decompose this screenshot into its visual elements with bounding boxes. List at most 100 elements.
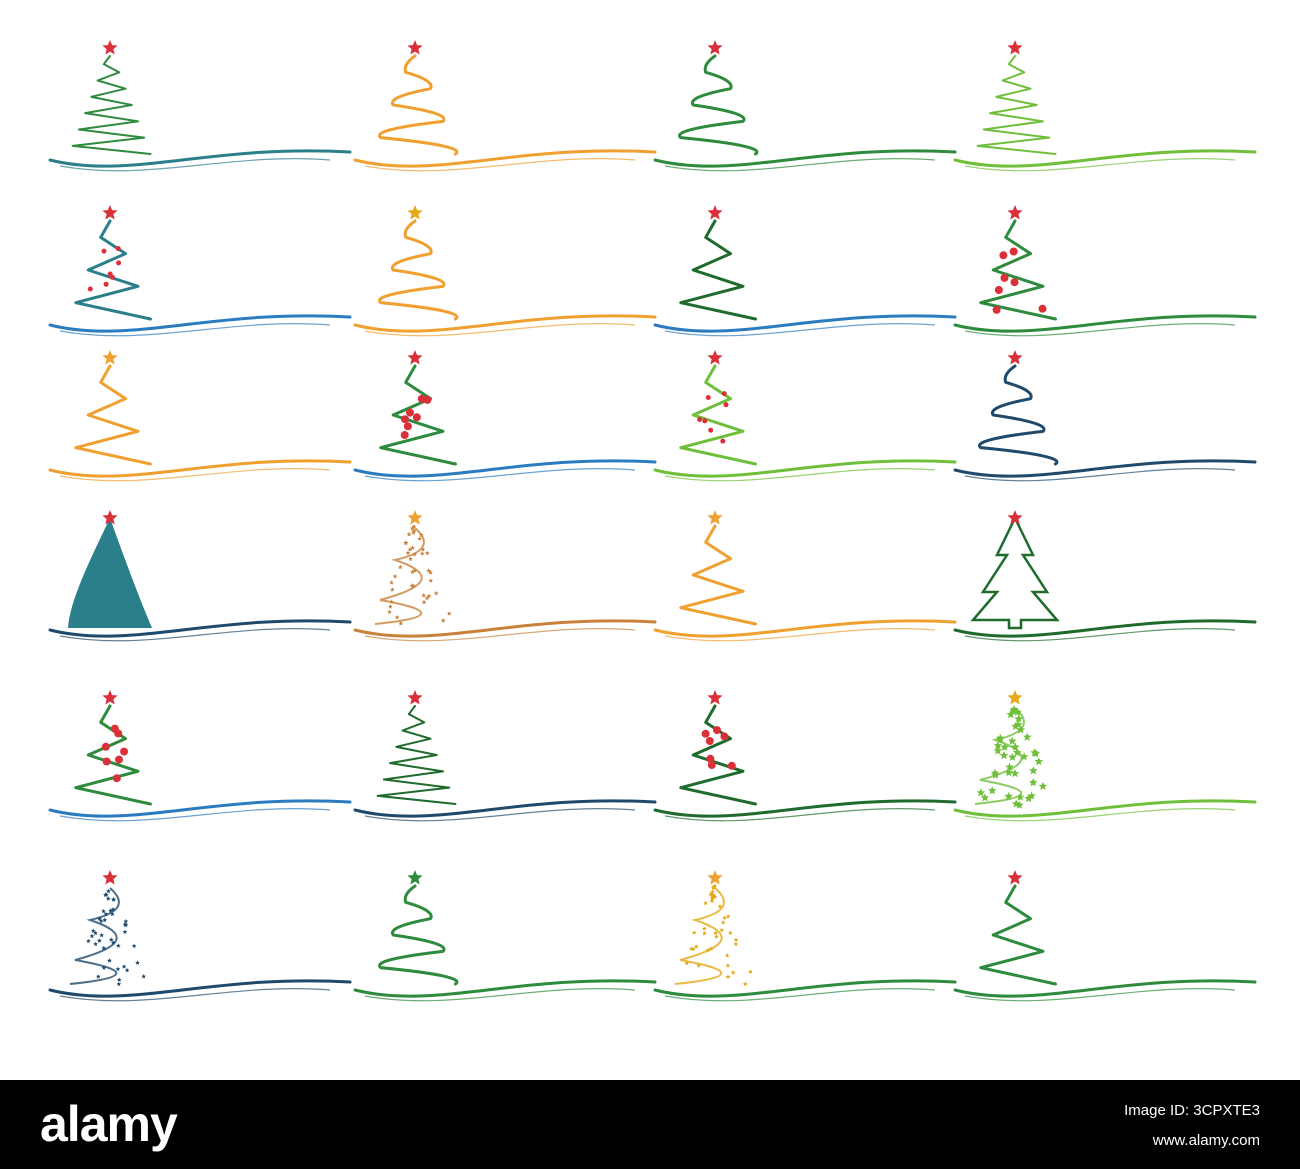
christmas-tree-illustration <box>48 205 352 337</box>
sparkle-star <box>710 895 715 900</box>
ground-wave <box>953 979 1257 998</box>
ground-wave-accent <box>59 628 331 642</box>
sparkle-star <box>93 930 98 936</box>
ornament-ball <box>112 774 121 783</box>
ground-wave <box>953 314 1257 333</box>
sparkle-star <box>408 556 413 561</box>
sparkle-star <box>1038 781 1048 790</box>
ornament-ball <box>994 286 1003 294</box>
sparkle-star <box>424 550 430 556</box>
ornament-ball <box>116 260 122 266</box>
ground-wave-accent <box>964 468 1236 482</box>
sparkle-star <box>428 570 433 575</box>
sparkle-star <box>111 897 116 902</box>
sparkle-star <box>116 981 122 987</box>
christmas-tree-illustration <box>48 40 352 172</box>
tree-top-star <box>707 40 723 55</box>
ground-wave <box>653 979 957 998</box>
sparkle-star <box>708 891 713 897</box>
tree-top-star <box>707 510 723 525</box>
ground-wave-accent <box>664 468 936 482</box>
sparkle-star <box>388 604 393 609</box>
sparkle-star <box>1008 736 1017 745</box>
tree-top-star <box>102 510 118 525</box>
ornament-ball <box>417 394 426 403</box>
ornament-ball <box>697 417 703 422</box>
christmas-tree-illustration <box>953 40 1257 172</box>
sparkle-star <box>116 977 122 982</box>
sparkle-star <box>101 908 106 914</box>
sparkle-star <box>90 928 96 933</box>
ground-wave-accent <box>59 988 331 1002</box>
tree-strokes <box>376 705 457 805</box>
sparkle-star <box>421 593 427 598</box>
tree-top-star <box>102 350 118 365</box>
ornament-ball <box>401 415 409 424</box>
ground-wave-accent <box>664 158 936 172</box>
christmas-tree-illustration <box>48 510 352 642</box>
sparkle-star <box>993 746 1003 755</box>
ground-wave-accent <box>964 158 1236 172</box>
ground-wave-accent <box>964 323 1236 337</box>
sparkle-star <box>428 578 434 583</box>
tree-top-star <box>407 690 423 705</box>
sparkle-star <box>409 526 415 531</box>
ornament-ball <box>720 732 729 741</box>
sparkle-star <box>691 930 697 935</box>
tree-top-star <box>1007 870 1023 885</box>
sparkle-star <box>724 953 730 958</box>
sparkle-star <box>421 599 427 605</box>
ground-wave <box>48 149 352 168</box>
christmas-tree-illustration <box>48 350 352 482</box>
sparkle-star <box>110 911 115 917</box>
tree-top-star <box>407 205 423 220</box>
ground-wave <box>353 459 657 478</box>
tree-strokes <box>378 219 459 321</box>
ornament-ball <box>705 737 714 745</box>
tree-top-star <box>1007 40 1023 55</box>
sparkle-star <box>1027 791 1036 800</box>
tree-strokes <box>378 884 459 986</box>
ornament-ball <box>723 402 729 408</box>
tree-top-star <box>407 350 423 365</box>
ornament-ball <box>115 755 123 764</box>
alamy-logo: alamy <box>40 1096 178 1152</box>
ornament-ball <box>721 391 727 397</box>
christmas-tree-illustration <box>353 870 657 1002</box>
tree-strokes <box>978 364 1059 466</box>
ornament-ball <box>701 729 710 738</box>
sparkle-star <box>722 915 727 920</box>
ornament-ball <box>406 408 414 417</box>
ground-wave-accent <box>664 323 936 337</box>
ornament-ball <box>400 431 409 439</box>
sparkle-star <box>1008 752 1017 761</box>
ground-wave <box>653 619 957 638</box>
sparkle-star <box>131 943 137 948</box>
ornament-ball <box>1000 273 1009 282</box>
tree-strokes <box>74 219 152 321</box>
ornament-ball <box>708 427 714 433</box>
sparkle-star <box>86 938 91 944</box>
ornament-ball <box>992 305 1001 314</box>
tree-strokes <box>979 219 1057 321</box>
sparkle-star <box>407 547 413 552</box>
sparkle-star <box>1004 768 1014 777</box>
tree-top-star <box>707 870 723 885</box>
ground-wave <box>353 799 657 818</box>
sparkle-star <box>405 550 411 555</box>
ground-wave <box>48 799 352 818</box>
ornament-ball <box>101 248 107 254</box>
tree-spiral <box>374 527 425 625</box>
sparkle-star <box>107 958 112 963</box>
sparkle-star <box>1029 778 1038 787</box>
sparkle-star <box>720 919 726 925</box>
ornament-ball <box>1010 278 1019 287</box>
tree-top-star <box>1007 510 1023 525</box>
tree-strokes <box>74 704 152 806</box>
sparkle-star <box>725 974 731 979</box>
ornament-ball <box>713 726 721 735</box>
christmas-tree-illustration <box>353 510 657 642</box>
sparkle-star <box>426 593 432 598</box>
sparkle-star <box>1005 762 1014 771</box>
ground-wave-accent <box>364 628 636 642</box>
